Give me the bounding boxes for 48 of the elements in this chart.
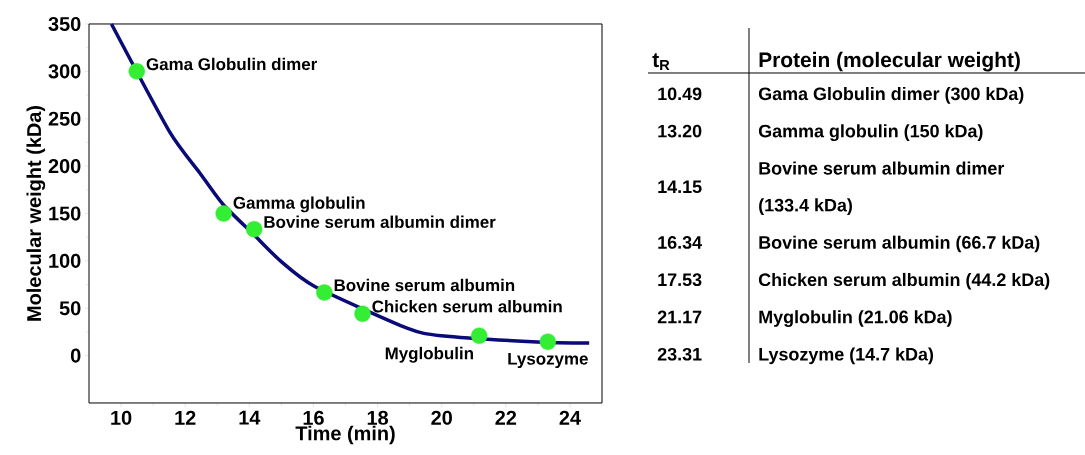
- y-tick-label: 250: [48, 111, 81, 126]
- text: Gama Globulin dimer (300 kDa): [758, 86, 1024, 104]
- point: [215, 205, 232, 222]
- text: 17.53: [658, 273, 702, 287]
- annotation: Myglobulin: [385, 346, 473, 363]
- x-tick-label: 24: [559, 410, 581, 425]
- annotation: Gama Globulin dimer: [146, 57, 317, 71]
- y-tick-label: 0: [70, 348, 81, 363]
- point: [354, 305, 371, 322]
- annotation: Lysozyme: [508, 352, 588, 369]
- text: 13.20: [658, 124, 702, 138]
- point: [539, 333, 557, 350]
- point: [316, 284, 333, 301]
- text: t$_{R}$: [652, 53, 670, 71]
- point: [245, 221, 263, 238]
- x-tick-label: 14: [239, 410, 261, 425]
- text: 14.15: [658, 180, 702, 194]
- text: Gamma globulin (150 kDa): [758, 124, 983, 142]
- y-axis-title: Molecular weight (kDa): [26, 106, 46, 321]
- text: Chicken serum albumin (44.2 kDa): [758, 272, 1050, 290]
- x-tick-label: 18: [367, 410, 389, 425]
- point: [471, 327, 488, 344]
- annotation: Bovine serum albumin: [334, 278, 515, 292]
- annotation: Gamma globulin: [233, 196, 365, 213]
- x-tick-label: 12: [175, 410, 196, 425]
- text: 16.34: [658, 236, 702, 249]
- text: Protein (molecular weight): [759, 51, 1020, 72]
- x-axis-title: Time (min): [295, 425, 395, 445]
- y-tick-label: 300: [48, 64, 81, 79]
- x-tick-label: 10: [111, 410, 132, 425]
- annotation: Chicken serum albumin: [372, 300, 562, 313]
- text: Bovine serum albumin dimer (133.4 kDa): [759, 161, 1005, 216]
- text: 10.49: [658, 87, 702, 101]
- text: Bovine serum albumin (66.7 kDa): [759, 235, 1040, 253]
- text: Myglobulin (21.06 kDa): [759, 310, 952, 327]
- x-tick-label: 20: [431, 410, 452, 425]
- y-tick-label: 150: [49, 206, 81, 221]
- text: 21.17: [657, 310, 702, 324]
- annotation: Bovine serum albumin dimer: [264, 215, 496, 229]
- y-tick-label: 100: [49, 253, 81, 268]
- y-tick-label: 50: [59, 301, 81, 316]
- x-tick-label: 22: [495, 410, 517, 425]
- x-tick-label: 16: [303, 410, 324, 425]
- point: [128, 63, 145, 80]
- text: Lysozyme (14.7 kDa): [759, 347, 934, 365]
- y-tick-label: 200: [48, 159, 81, 174]
- text: 23.31: [657, 347, 702, 361]
- y-tick-label: 350: [48, 16, 81, 32]
